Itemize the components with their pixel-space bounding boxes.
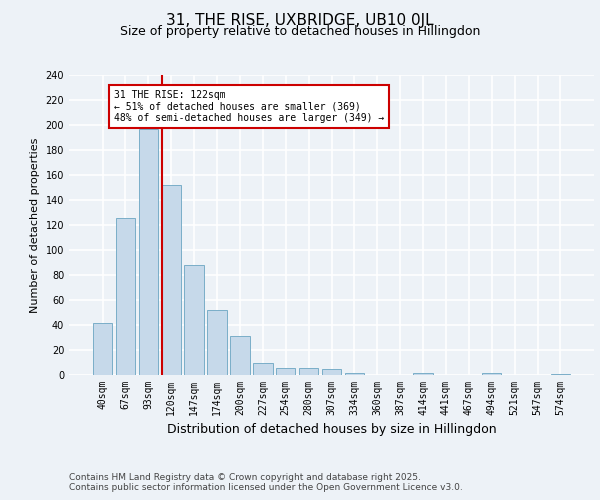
- Text: Size of property relative to detached houses in Hillingdon: Size of property relative to detached ho…: [120, 25, 480, 38]
- Bar: [413, 372, 433, 375]
- Text: Contains HM Land Registry data © Crown copyright and database right 2025.
Contai: Contains HM Land Registry data © Crown c…: [69, 473, 463, 492]
- Bar: [322, 369, 341, 375]
- Y-axis label: Number of detached properties: Number of detached properties: [30, 138, 40, 312]
- Bar: [299, 368, 319, 375]
- Bar: [551, 374, 570, 375]
- Text: 31, THE RISE, UXBRIDGE, UB10 0JL: 31, THE RISE, UXBRIDGE, UB10 0JL: [166, 12, 434, 28]
- Bar: [161, 185, 181, 375]
- Bar: [344, 372, 364, 375]
- Bar: [253, 362, 272, 375]
- X-axis label: Distribution of detached houses by size in Hillingdon: Distribution of detached houses by size …: [167, 424, 496, 436]
- Bar: [184, 265, 204, 375]
- Text: 31 THE RISE: 122sqm
← 51% of detached houses are smaller (369)
48% of semi-detac: 31 THE RISE: 122sqm ← 51% of detached ho…: [114, 90, 384, 123]
- Bar: [93, 322, 112, 375]
- Bar: [116, 218, 135, 375]
- Bar: [482, 372, 502, 375]
- Bar: [139, 128, 158, 375]
- Bar: [230, 336, 250, 375]
- Bar: [208, 310, 227, 375]
- Bar: [276, 368, 295, 375]
